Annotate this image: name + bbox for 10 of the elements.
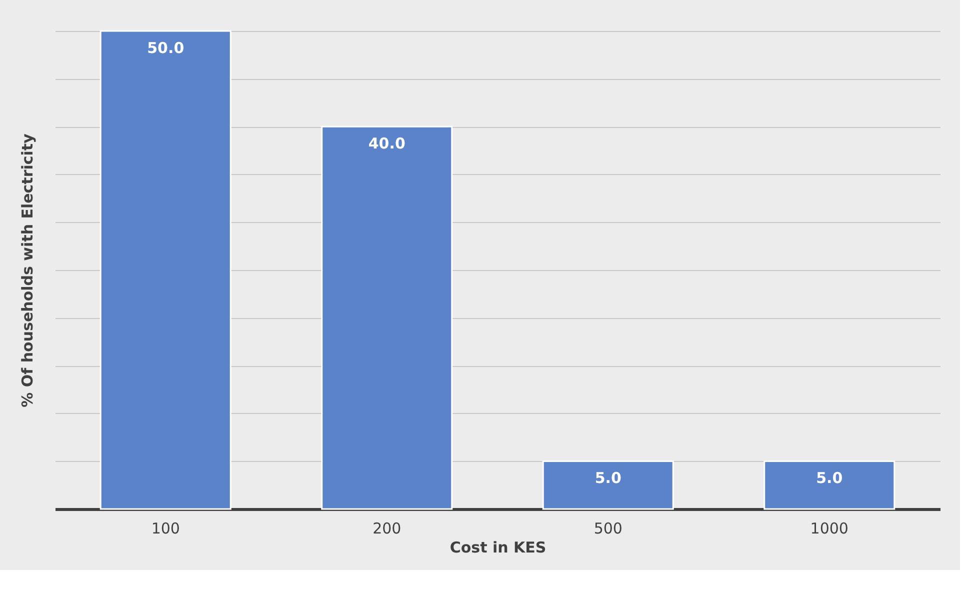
x-axis-title: Cost in KES — [450, 538, 546, 556]
data-label: 5.0 — [594, 469, 622, 488]
data-label: 5.0 — [816, 469, 843, 488]
x-tick-label: 100 — [151, 520, 180, 538]
x-tick-label: 500 — [594, 520, 622, 538]
data-label: 50.0 — [147, 39, 184, 57]
x-tick-label: 1000 — [810, 520, 848, 538]
y-axis-title: % Of households with Electricity — [18, 133, 36, 408]
x-tick-label: 200 — [372, 520, 402, 538]
data-label: 40.0 — [368, 134, 406, 153]
